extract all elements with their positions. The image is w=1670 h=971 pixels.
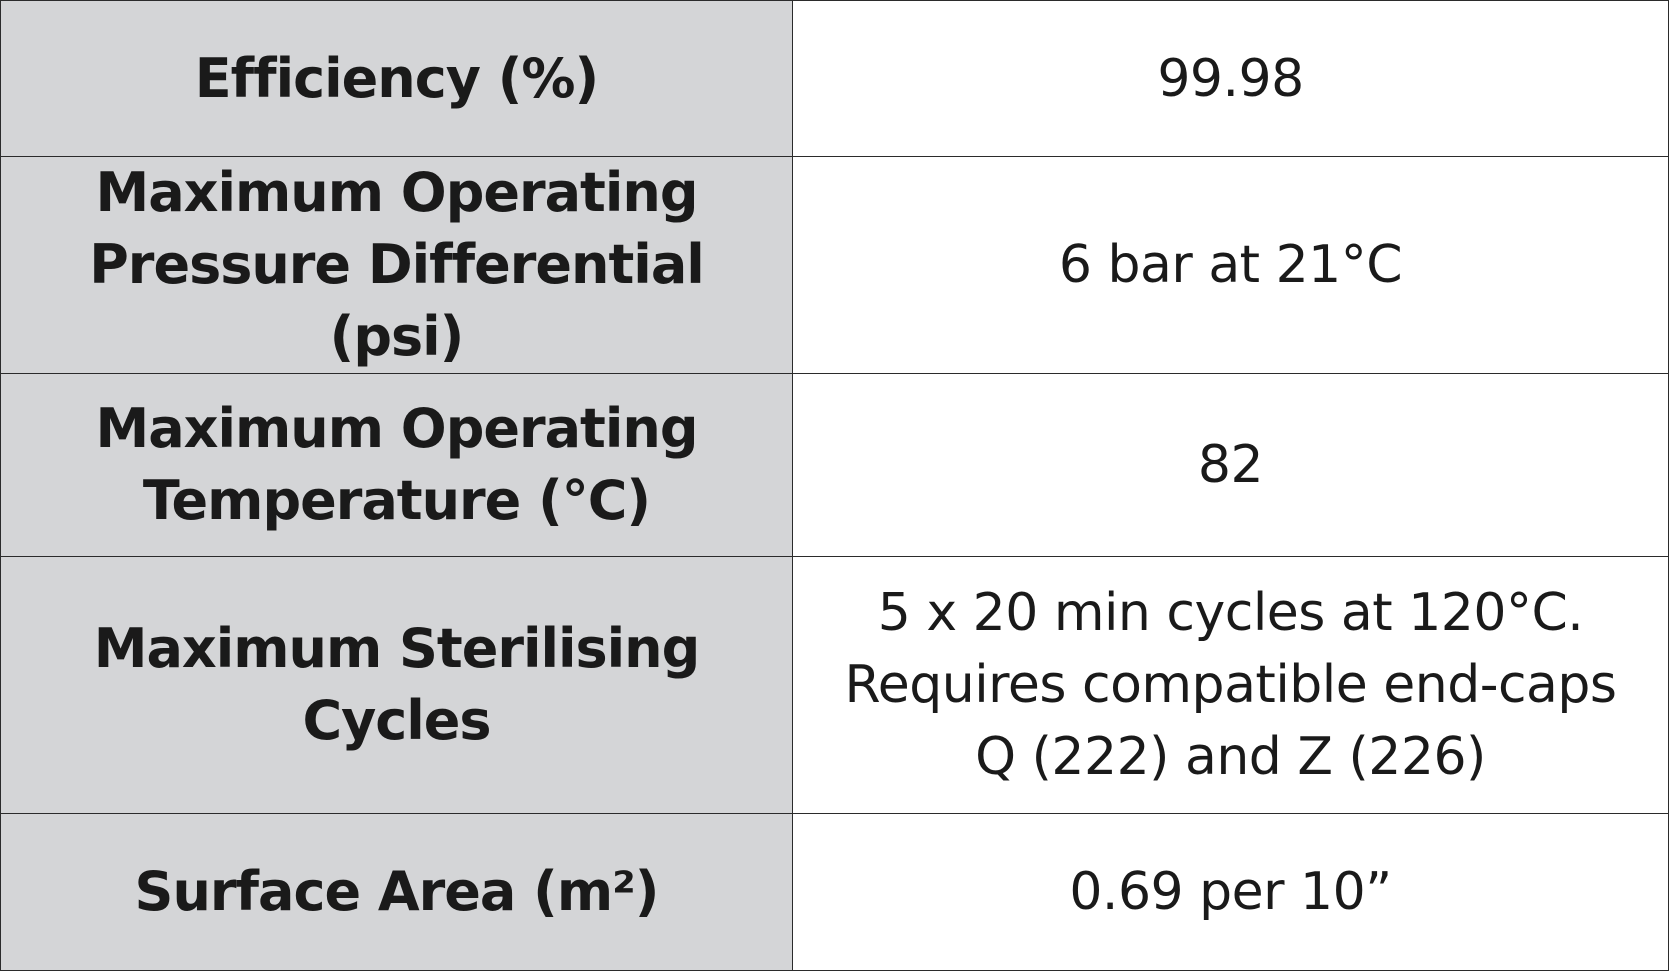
row-value-surface-area: 0.69 per 10”	[792, 813, 1669, 971]
value-text: 0.69 per 10”	[1069, 862, 1392, 922]
value-text: Q (222) and Z (226)	[975, 727, 1486, 787]
value-text: Requires compatible end-caps	[844, 655, 1617, 715]
label-text: Surface Area (m²)	[134, 860, 660, 923]
row-label-efficiency: Efficiency (%)	[0, 0, 793, 157]
label-text: Temperature (°C)	[142, 469, 651, 532]
table-row-max-sterilising-cycles: Maximum Sterilising Cycles 5 x 20 min cy…	[0, 556, 1669, 814]
table-row-efficiency: Efficiency (%) 99.98	[0, 0, 1669, 157]
label-text: Cycles	[302, 689, 491, 752]
row-value-max-operating-temperature: 82	[792, 373, 1669, 557]
value-text: 5 x 20 min cycles at 120°C.	[877, 583, 1584, 643]
row-value-efficiency: 99.98	[792, 0, 1669, 157]
value-text: 82	[1197, 435, 1264, 495]
row-label-surface-area: Surface Area (m²)	[0, 813, 793, 971]
row-value-max-sterilising-cycles: 5 x 20 min cycles at 120°C. Requires com…	[792, 556, 1669, 814]
label-text: Maximum Sterilising	[93, 617, 701, 680]
label-text: Maximum Operating	[95, 161, 699, 224]
table-row-surface-area: Surface Area (m²) 0.69 per 10”	[0, 813, 1669, 971]
table-row-max-operating-pressure: Maximum Operating Pressure Differential …	[0, 156, 1669, 374]
table-row-max-operating-temperature: Maximum Operating Temperature (°C) 82	[0, 373, 1669, 557]
value-text: 99.98	[1157, 48, 1304, 109]
label-text: Maximum Operating	[95, 397, 699, 460]
value-text: 6 bar at 21°C	[1058, 235, 1403, 295]
label-text: Pressure Differential (psi)	[89, 233, 705, 368]
row-label-max-sterilising-cycles: Maximum Sterilising Cycles	[0, 556, 793, 814]
row-value-max-operating-pressure: 6 bar at 21°C	[792, 156, 1669, 374]
row-label-max-operating-pressure: Maximum Operating Pressure Differential …	[0, 156, 793, 374]
row-label-max-operating-temperature: Maximum Operating Temperature (°C)	[0, 373, 793, 557]
label-text: Efficiency (%)	[194, 46, 599, 110]
